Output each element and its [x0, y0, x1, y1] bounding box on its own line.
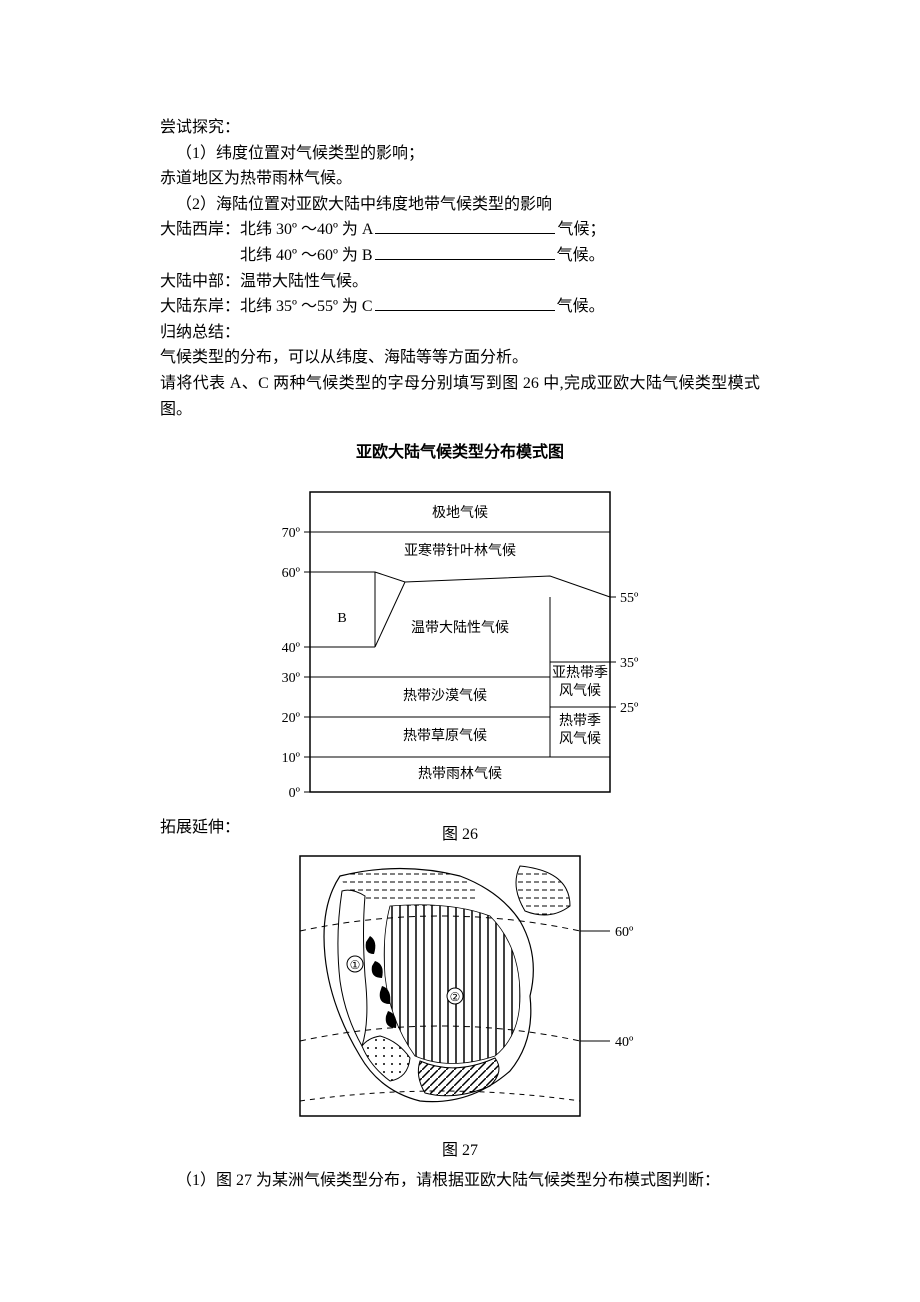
- line-central: 大陆中部：温带大陆性气候。: [160, 269, 760, 295]
- line-summary-body: 气候类型的分布，可以从纬度、海陆等等方面分析。: [160, 345, 760, 371]
- svg-text:亚热带季: 亚热带季: [552, 665, 608, 681]
- svg-text:①: ①: [350, 958, 361, 972]
- line-q2: （2）海陆位置对亚欧大陆中纬度地带气候类型的影响: [160, 192, 760, 218]
- fig27-caption: 图 27: [160, 1138, 760, 1164]
- svg-text:55º: 55º: [620, 591, 639, 606]
- line-q1: （1）纬度位置对气候类型的影响；: [160, 141, 760, 167]
- svg-text:30º: 30º: [282, 671, 301, 686]
- svg-text:10º: 10º: [282, 751, 301, 766]
- svg-text:风气候: 风气候: [559, 683, 601, 699]
- svg-text:热带雨林气候: 热带雨林气候: [418, 766, 502, 782]
- blank-a[interactable]: [375, 217, 555, 234]
- svg-text:极地气候: 极地气候: [432, 505, 488, 521]
- svg-text:热带季: 热带季: [559, 713, 601, 729]
- line-heading-explore: 尝试探究：: [160, 115, 760, 141]
- line-eastcoast-c: 大陆东岸：北纬 35º ～55º 为 C 气候。: [160, 294, 760, 320]
- text-eastcoast-c-prefix: 大陆东岸：北纬 35º ～55º 为 C: [160, 298, 373, 315]
- fig26-caption: 图 26: [160, 822, 760, 848]
- blank-b[interactable]: [375, 243, 555, 260]
- svg-text:热带沙漠气候: 热带沙漠气候: [403, 688, 487, 704]
- fig27-diagram: 60º 40º ① ②: [270, 846, 650, 1136]
- svg-text:40º: 40º: [282, 641, 301, 656]
- svg-text:0º: 0º: [289, 786, 301, 801]
- svg-text:风气候: 风气候: [559, 731, 601, 747]
- text-westcoast-a-suffix: 气候；: [557, 221, 605, 238]
- text-westcoast-b-prefix: 北纬 40º ～60º 为 B: [240, 247, 373, 264]
- fig26-diagram: 70º 60º 40º 30º 20º 10º 0º 55º 35º 25º 极地气候亚寒带针叶林气…: [250, 472, 670, 812]
- text-eastcoast-c-suffix: 气候。: [557, 298, 605, 315]
- svg-text:40º: 40º: [615, 1035, 634, 1050]
- fig26-title: 亚欧大陆气候类型分布模式图: [160, 440, 760, 466]
- svg-text:B: B: [337, 611, 346, 626]
- svg-text:60º: 60º: [282, 566, 301, 581]
- text-westcoast-b-suffix: 气候。: [557, 247, 605, 264]
- svg-text:温带大陆性气候: 温带大陆性气候: [411, 620, 509, 636]
- svg-text:②: ②: [450, 990, 461, 1004]
- text-westcoast-a-prefix: 大陆西岸：北纬 30º ～40º 为 A: [160, 221, 373, 238]
- line-westcoast-b: 北纬 40º ～60º 为 B 气候。: [160, 243, 760, 269]
- svg-text:20º: 20º: [282, 711, 301, 726]
- fig27-container: 60º 40º ① ②: [160, 846, 760, 1136]
- fig26-container: 70º 60º 40º 30º 20º 10º 0º 55º 35º 25º 极地气候亚寒带针叶林气…: [160, 472, 760, 821]
- line-westcoast-a: 大陆西岸：北纬 30º ～40º 为 A 气候；: [160, 217, 760, 243]
- blank-c[interactable]: [375, 294, 555, 311]
- svg-text:25º: 25º: [620, 701, 639, 716]
- bottom-question-1: （1）图 27 为某洲气候类型分布，请根据亚欧大陆气候类型分布模式图判断：: [160, 1168, 760, 1194]
- line-instruction: 请将代表 A、C 两种气候类型的字母分别填写到图 26 中,完成亚欧大陆气候类型…: [160, 371, 760, 422]
- svg-text:亚寒带针叶林气候: 亚寒带针叶林气候: [404, 542, 516, 559]
- svg-text:热带草原气候: 热带草原气候: [403, 728, 487, 744]
- svg-text:60º: 60º: [615, 925, 634, 940]
- svg-text:35º: 35º: [620, 656, 639, 671]
- line-equator: 赤道地区为热带雨林气候。: [160, 166, 760, 192]
- line-summary-head: 归纳总结：: [160, 320, 760, 346]
- svg-text:70º: 70º: [282, 526, 301, 541]
- page-body: 尝试探究： （1）纬度位置对气候类型的影响； 赤道地区为热带雨林气候。 （2）海…: [0, 0, 920, 1254]
